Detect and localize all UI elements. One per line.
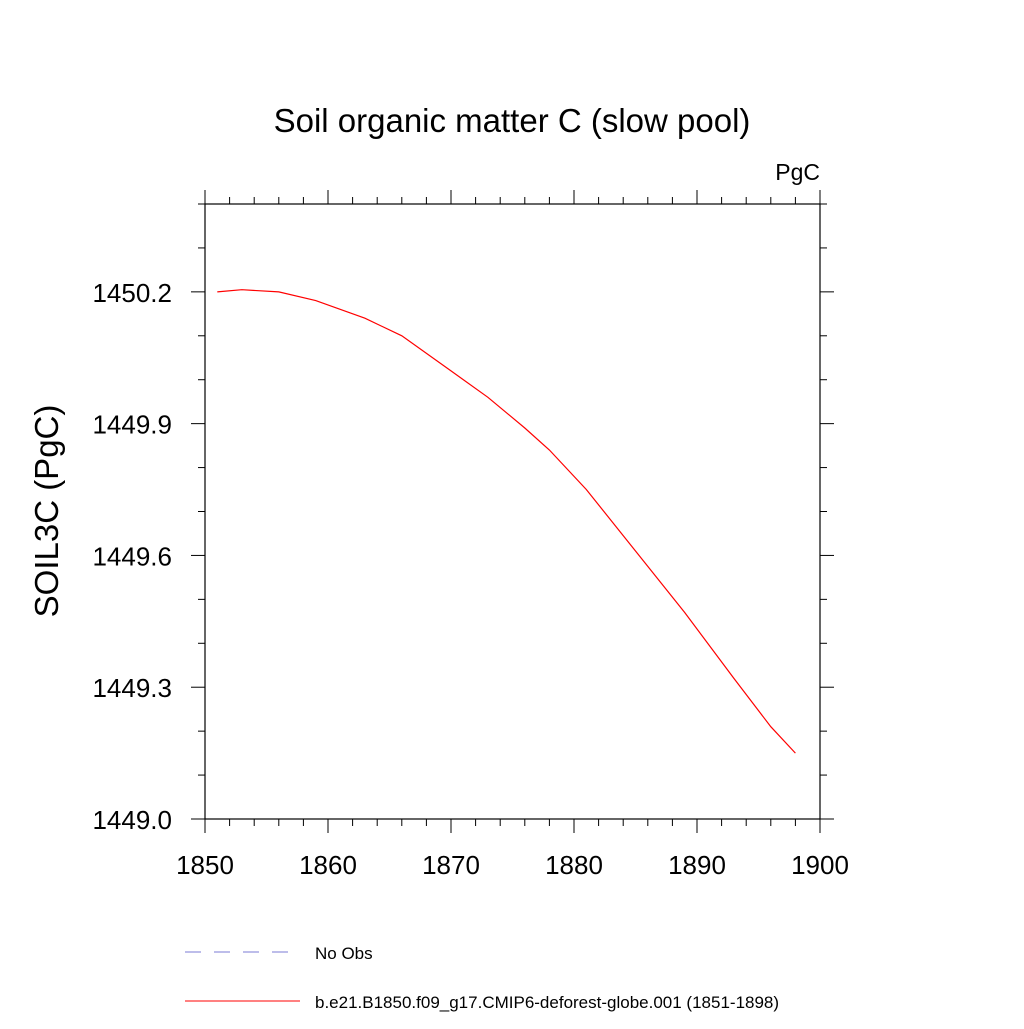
- units-label: PgC: [775, 159, 820, 185]
- chart-title: Soil organic matter C (slow pool): [274, 102, 751, 139]
- x-tick-label: 1870: [422, 850, 480, 880]
- y-tick-label: 1449.0: [92, 805, 172, 835]
- series-layer: [217, 289, 796, 754]
- y-tick-label: 1449.6: [92, 541, 172, 571]
- x-tick-label: 1860: [299, 850, 357, 880]
- legend: No Obs b.e21.B1850.f09_g17.CMIP6-deforest…: [185, 944, 779, 1012]
- y-tick-label: 1449.9: [92, 410, 172, 440]
- y-axis-label: SOIL3C (PgC): [28, 405, 65, 618]
- y-tick-label: 1450.2: [92, 278, 172, 308]
- legend-label: No Obs: [315, 944, 373, 963]
- legend-label: b.e21.B1850.f09_g17.CMIP6-deforest-globe…: [315, 993, 779, 1012]
- y-tick-label: 1449.3: [92, 673, 172, 703]
- series-line: [217, 289, 796, 754]
- x-tick-label: 1850: [176, 850, 234, 880]
- x-tick-label: 1880: [545, 850, 603, 880]
- x-tick-label: 1900: [791, 850, 849, 880]
- axis-ticks: 1850 1860 1870 1880 1890 1900 1449.0 1449.3 1449…: [92, 190, 849, 880]
- x-tick-label: 1890: [668, 850, 726, 880]
